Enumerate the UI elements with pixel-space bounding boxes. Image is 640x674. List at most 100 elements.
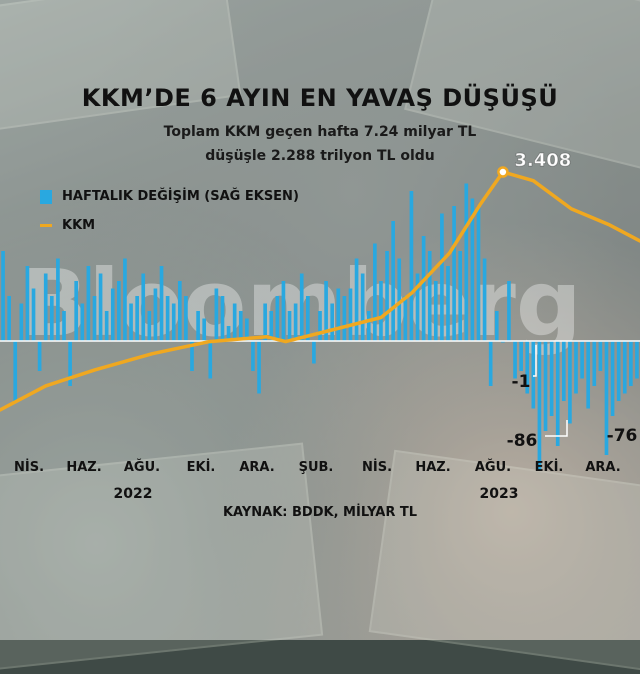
bar [470, 198, 475, 341]
source-note: KAYNAK: BDDK, MİLYAR TL [222, 505, 418, 520]
annotation-leader [545, 420, 568, 437]
bar [287, 311, 292, 341]
bar [49, 296, 54, 341]
bar [555, 341, 560, 446]
year-labels: 2022 2023 [114, 486, 519, 502]
bar [464, 183, 469, 341]
annotations: 3.408 -1 -86 -76 [507, 150, 638, 452]
bar [238, 311, 243, 341]
bar [519, 341, 523, 371]
bar [117, 281, 121, 341]
bar [171, 303, 176, 341]
bar [245, 318, 249, 341]
bar [92, 296, 97, 341]
bar [440, 213, 444, 341]
bar [305, 296, 310, 341]
bar [184, 296, 188, 341]
legend-item-bars: HAFTALIK DEĞİŞİM (SAĞ EKSEN) [40, 189, 299, 204]
legend-bar-swatch [40, 189, 52, 204]
legend-item-line: KKM [40, 218, 95, 233]
peak-marker [497, 166, 509, 178]
bar [208, 341, 213, 379]
bar [1, 251, 5, 341]
bar [19, 303, 24, 341]
bar [153, 288, 158, 341]
bar [629, 341, 633, 386]
bar [330, 303, 335, 341]
legend-line-label: KKM [62, 218, 96, 233]
bar [385, 251, 389, 341]
bar [104, 311, 109, 341]
bar [549, 341, 554, 416]
bar [610, 341, 615, 416]
chart-subtitle-line2: düşüşle 2.288 trilyon TL oldu [205, 148, 435, 164]
bar [348, 288, 353, 341]
bar [80, 303, 85, 341]
bar [7, 296, 11, 341]
kkm-line [0, 170, 640, 412]
bar [446, 266, 450, 341]
bar [226, 326, 231, 341]
bar [135, 296, 139, 341]
chart-title: KKM’DE 6 AYIN EN YAVAŞ DÜŞÜŞÜ [81, 84, 559, 112]
bar [324, 281, 328, 341]
x-tick-label: ARA. [585, 460, 620, 475]
bar [159, 266, 164, 341]
bar [586, 341, 591, 409]
bar [147, 311, 152, 341]
bar [635, 341, 639, 379]
bar [513, 341, 517, 379]
bar [318, 311, 322, 341]
bar [561, 341, 566, 401]
x-tick-label: EKİ. [535, 459, 564, 475]
bar [86, 266, 91, 341]
bar [537, 341, 542, 470]
bar [275, 296, 280, 341]
bar [123, 258, 127, 341]
annotation-label: -86 [507, 431, 538, 451]
year-label: 2023 [480, 486, 519, 502]
bar [251, 341, 255, 371]
bar [409, 191, 414, 341]
x-tick-label: HAZ. [66, 460, 101, 475]
bar [177, 281, 182, 341]
bar [415, 273, 420, 341]
bar [574, 341, 578, 394]
bar [165, 296, 170, 341]
bar [202, 318, 207, 341]
x-tick-label: ŞUB. [299, 460, 334, 475]
bar [354, 258, 359, 341]
bar [214, 288, 219, 341]
bar [427, 251, 432, 341]
bar [232, 303, 237, 341]
x-tick-label: NİS. [362, 459, 392, 475]
bar [580, 341, 584, 379]
bar [110, 288, 115, 341]
bar [391, 221, 395, 341]
bar [68, 341, 72, 386]
bar [13, 341, 18, 401]
annotation-label: 3.408 [514, 150, 571, 171]
bar [293, 303, 298, 341]
bar [494, 311, 499, 341]
bar [281, 281, 286, 341]
bar [37, 341, 42, 371]
bar [98, 273, 103, 341]
bar [299, 273, 304, 341]
bar [31, 288, 36, 341]
bar [56, 258, 60, 341]
x-tick-label: AĞU. [475, 459, 511, 475]
bar [360, 273, 365, 341]
bar [366, 311, 371, 341]
bar [525, 341, 530, 394]
bar [336, 288, 341, 341]
bar [604, 341, 609, 455]
x-tick-label: AĞU. [124, 459, 160, 475]
bar [342, 296, 347, 341]
bar [373, 243, 377, 341]
bar [622, 341, 627, 394]
bar [452, 206, 456, 341]
bar [379, 281, 383, 341]
bar [263, 303, 267, 341]
bar [598, 341, 603, 371]
